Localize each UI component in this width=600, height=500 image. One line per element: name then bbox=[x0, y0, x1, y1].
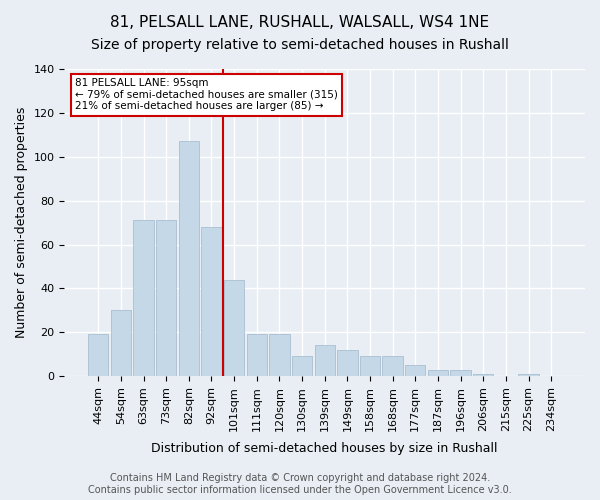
Bar bbox=[337, 350, 358, 376]
Bar bbox=[156, 220, 176, 376]
Bar bbox=[428, 370, 448, 376]
Bar bbox=[269, 334, 290, 376]
Text: 81 PELSALL LANE: 95sqm
← 79% of semi-detached houses are smaller (315)
21% of se: 81 PELSALL LANE: 95sqm ← 79% of semi-det… bbox=[75, 78, 338, 112]
Bar bbox=[201, 227, 221, 376]
Text: Contains HM Land Registry data © Crown copyright and database right 2024.
Contai: Contains HM Land Registry data © Crown c… bbox=[88, 474, 512, 495]
Bar bbox=[247, 334, 267, 376]
Bar bbox=[88, 334, 109, 376]
Bar bbox=[179, 142, 199, 376]
Bar bbox=[224, 280, 244, 376]
Bar bbox=[473, 374, 493, 376]
X-axis label: Distribution of semi-detached houses by size in Rushall: Distribution of semi-detached houses by … bbox=[151, 442, 498, 455]
Bar bbox=[133, 220, 154, 376]
Bar bbox=[382, 356, 403, 376]
Bar bbox=[518, 374, 539, 376]
Bar bbox=[451, 370, 471, 376]
Bar bbox=[292, 356, 312, 376]
Text: Size of property relative to semi-detached houses in Rushall: Size of property relative to semi-detach… bbox=[91, 38, 509, 52]
Bar bbox=[314, 346, 335, 376]
Text: 81, PELSALL LANE, RUSHALL, WALSALL, WS4 1NE: 81, PELSALL LANE, RUSHALL, WALSALL, WS4 … bbox=[110, 15, 490, 30]
Bar bbox=[405, 365, 425, 376]
Bar bbox=[111, 310, 131, 376]
Bar bbox=[360, 356, 380, 376]
Y-axis label: Number of semi-detached properties: Number of semi-detached properties bbox=[15, 107, 28, 338]
